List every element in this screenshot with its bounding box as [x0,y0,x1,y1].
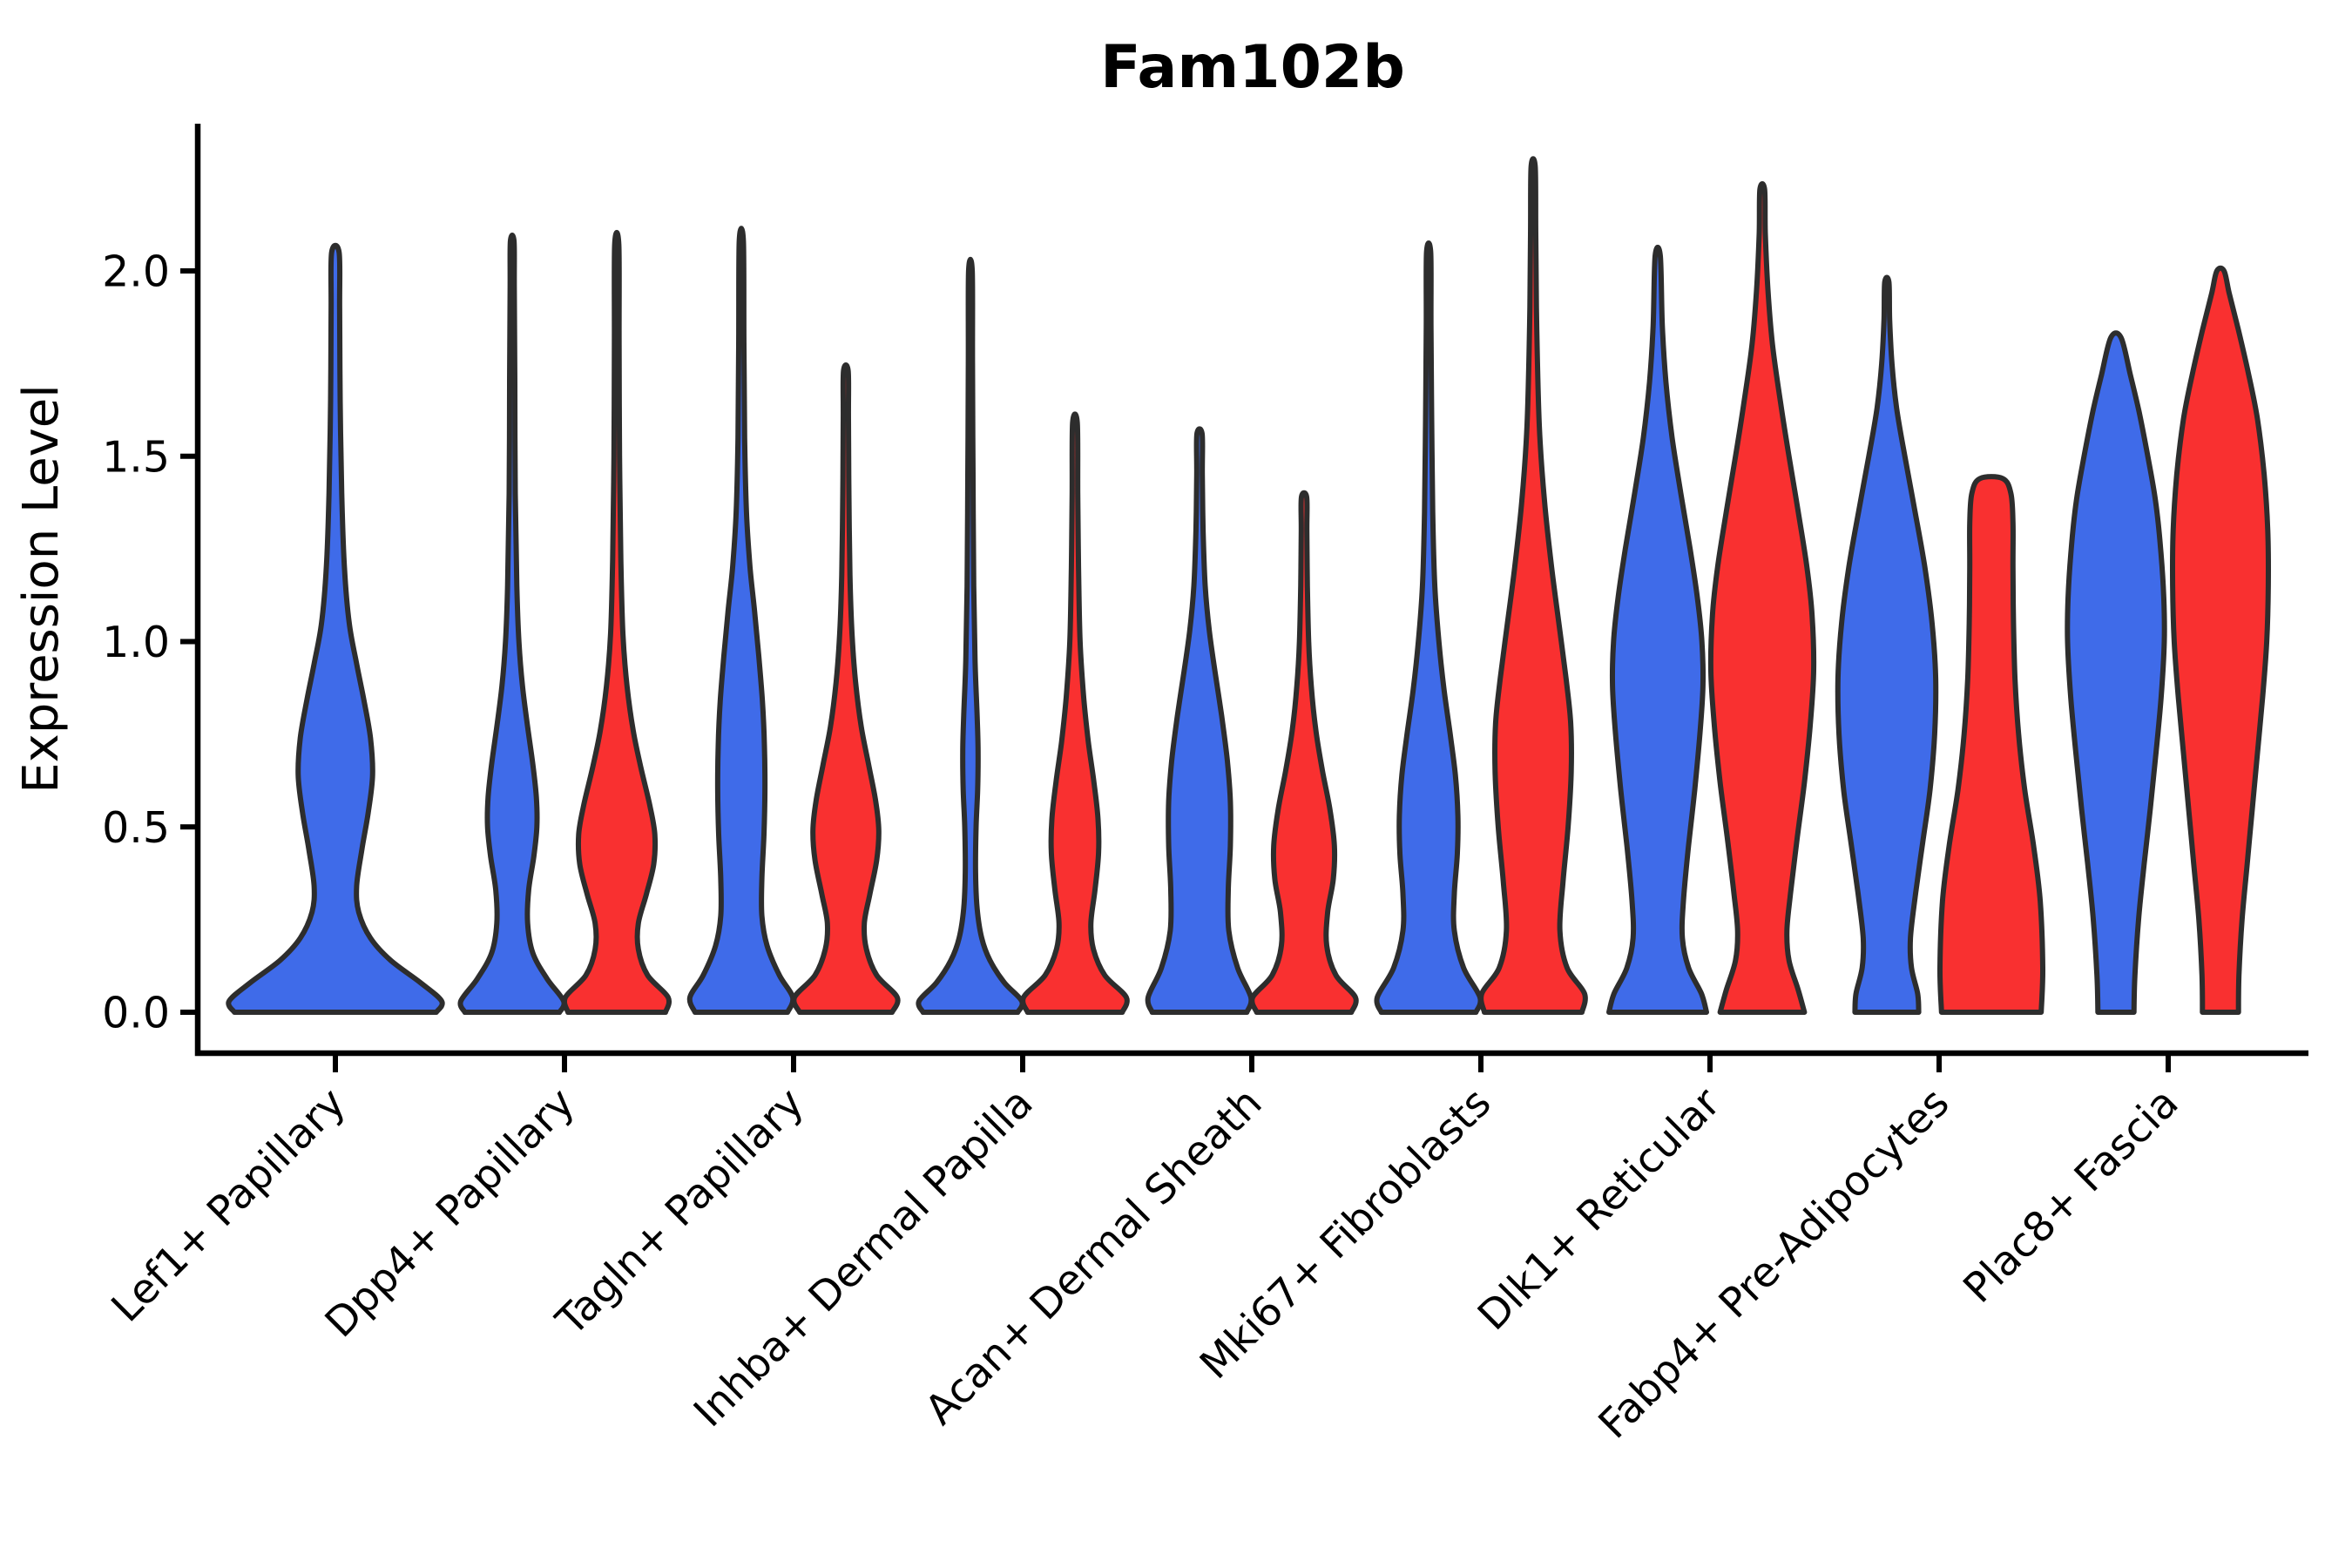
x-tick-label: Dpp4+ Papillary [316,1079,585,1348]
violin-fabp4-pre-adipocytes-red [1936,474,2046,1015]
x-tick-label: Lef1+ Papillary [103,1079,355,1332]
violin-lef1-papillary-blue [226,242,445,1015]
y-tick-label: 2.0 [102,247,170,297]
violin-inhba-dermal-papilla-red [1020,411,1130,1015]
violin-mki67-fibroblasts-red [1478,156,1588,1015]
violin-acan-dermal-sheath-blue [1145,426,1254,1015]
violin-plac8-fascia-blue [2065,330,2167,1015]
violin-mki67-fibroblasts-blue [1374,240,1484,1015]
x-tick-label: Plac8+ Fascia [1955,1079,2188,1313]
violin-fabp4-pre-adipocytes-blue [1835,274,1939,1015]
y-tick-label: 0.5 [102,803,170,853]
violin-tagln-papillary-red [791,362,901,1015]
violin-plac8-fascia-red [2169,265,2272,1015]
y-tick-label: 1.0 [102,618,170,667]
x-tick-label: Dlk1+ Reticular [1469,1078,1730,1340]
y-tick-label: 0.0 [102,989,170,1038]
violin-dpp4-papillary-blue [457,233,567,1015]
axis-spines [194,124,2308,1057]
violin-inhba-dermal-papilla-blue [916,256,1025,1015]
y-tick-label: 1.5 [102,432,170,482]
violin-dlk1-reticular-blue [1606,244,1709,1015]
violins-layer [226,156,2272,1015]
violin-dlk1-reticular-red [1707,181,1817,1015]
violin-dpp4-papillary-red [561,229,672,1015]
chart-title: Fam102b [1100,33,1405,102]
x-tick-label: Tagln+ Papillary [547,1079,814,1346]
y-axis-label: Expression Level [13,384,70,794]
violin-tagln-papillary-blue [686,226,796,1015]
violin-acan-dermal-sheath-red [1249,490,1359,1015]
